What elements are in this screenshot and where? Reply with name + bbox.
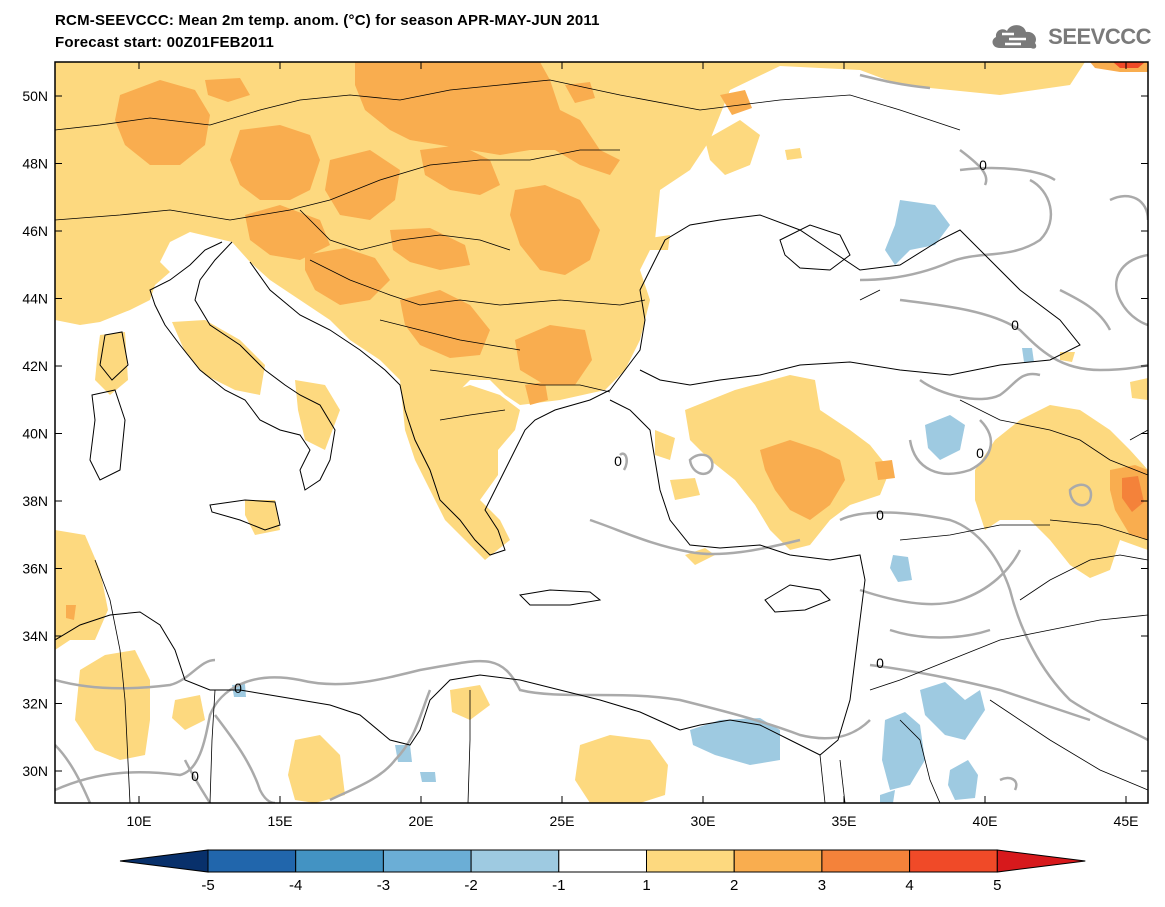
lon-label: 40E <box>973 813 998 829</box>
colorbar-segment <box>207 849 297 873</box>
colorbar: -5 -4 -3 -2 -1 1 2 3 4 5 <box>119 849 1086 894</box>
seevccc-logo: SEEVCCC <box>988 20 1151 54</box>
longitude-axis: 10E 15E 20E 25E 30E 35E 40E 45E <box>127 62 1139 829</box>
colorbar-min-arrow <box>119 849 209 873</box>
contour-label: 0 <box>191 768 199 784</box>
colorbar-label: 5 <box>993 877 1001 894</box>
lon-label: 30E <box>691 813 716 829</box>
anomaly-minus1-regions <box>232 200 1034 803</box>
colorbar-segment <box>470 849 560 873</box>
lat-label: 42N <box>22 358 48 374</box>
zero-contours <box>55 73 1148 803</box>
contour-label: 0 <box>234 680 242 696</box>
contour-label: 0 <box>976 445 984 461</box>
colorbar-label: 3 <box>818 877 826 894</box>
lon-label: 45E <box>1114 813 1139 829</box>
colorbar-segment <box>821 849 911 873</box>
forecast-start-label: Forecast start: 00Z01FEB2011 <box>55 34 275 51</box>
lat-label: 30N <box>22 763 48 779</box>
colorbar-segment <box>646 849 735 873</box>
lon-label: 15E <box>268 813 293 829</box>
lon-label: 20E <box>409 813 434 829</box>
colorbar-max-arrow <box>996 849 1086 873</box>
cloud-logo-icon <box>992 25 1037 49</box>
lat-label: 50N <box>22 88 48 104</box>
colorbar-segment <box>558 849 647 873</box>
lat-label: 48N <box>22 156 48 172</box>
contour-label: 0 <box>876 507 884 523</box>
lon-label: 10E <box>127 813 152 829</box>
colorbar-label: 2 <box>730 877 738 894</box>
lon-label: 25E <box>550 813 575 829</box>
lat-label: 40N <box>22 426 48 442</box>
logo-text: SEEVCCC <box>1048 24 1151 49</box>
colorbar-label: 1 <box>642 877 650 894</box>
colorbar-label: -3 <box>377 877 390 894</box>
lat-label: 32N <box>22 696 48 712</box>
lat-label: 44N <box>22 291 48 307</box>
contour-label: 0 <box>979 157 987 173</box>
colorbar-segment <box>382 849 472 873</box>
colorbar-label: -4 <box>289 877 302 894</box>
colorbar-segment <box>295 849 384 873</box>
colorbar-label: -2 <box>464 877 477 894</box>
lat-label: 34N <box>22 628 48 644</box>
lat-label: 36N <box>22 561 48 577</box>
colorbar-label: -1 <box>552 877 565 894</box>
lat-label: 38N <box>22 493 48 509</box>
country-borders <box>55 79 1148 803</box>
colorbar-segment <box>909 849 998 873</box>
map-content: 0 0 0 0 0 0 0 0 <box>55 62 1148 803</box>
latitude-axis: 50N 48N 46N 44N 42N 40N 38N 36N 34N 32N 30N <box>22 88 1148 779</box>
contour-label: 0 <box>614 453 622 469</box>
anomaly-plus3-region-east <box>1122 476 1144 512</box>
anomaly-plus3-region <box>1113 62 1145 68</box>
contour-label: 0 <box>876 655 884 671</box>
lat-label: 46N <box>22 223 48 239</box>
contour-label: 0 <box>1011 317 1019 333</box>
coastlines <box>55 214 1081 756</box>
lon-label: 35E <box>832 813 857 829</box>
contour-labels: 0 0 0 0 0 0 0 0 <box>191 157 1019 784</box>
map-frame <box>54 61 1149 804</box>
map-title: RCM-SEEVCCC: Mean 2m temp. anom. (°C) fo… <box>55 12 600 29</box>
colorbar-label: 4 <box>905 877 913 894</box>
colorbar-label: -5 <box>201 877 214 894</box>
colorbar-segment <box>733 849 823 873</box>
anomaly-plus2-regions <box>66 62 1148 620</box>
